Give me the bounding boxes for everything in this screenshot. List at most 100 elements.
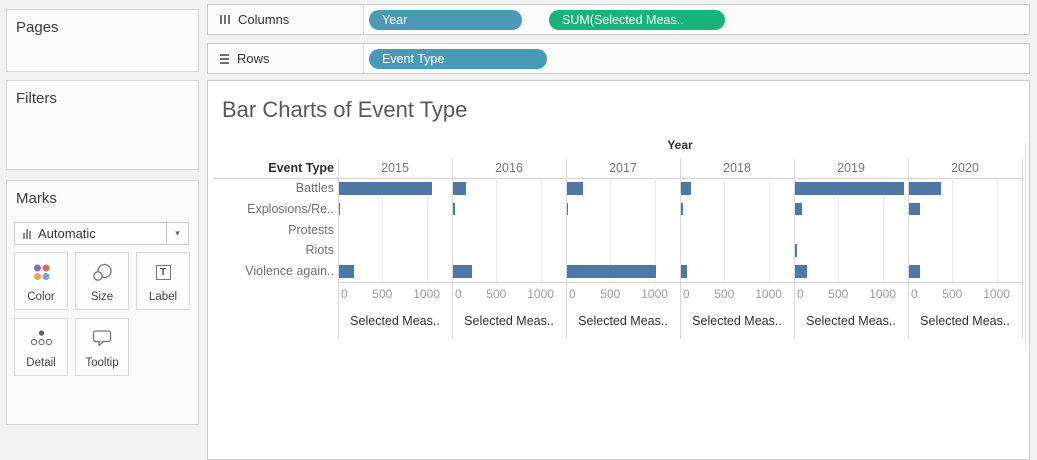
marks-card: Marks Automatic ▾ Color Size T Label [6,180,199,425]
tooltip-button[interactable]: Tooltip [75,318,129,376]
chart-title: Bar Charts of Event Type [222,97,468,122]
axis-title-selected-measure[interactable]: Selected Meas.. [806,314,896,328]
bar-2016-explosionsre[interactable] [453,202,455,216]
mark-type-value: Automatic [38,226,96,241]
pages-label: Pages [16,19,59,36]
bar-2018-explosionsre[interactable] [681,202,683,216]
rows-shelf-label: Rows [237,51,270,66]
column-header-2016[interactable]: 2016 [495,161,523,175]
gridline-1000 [882,178,884,282]
column-header-2019[interactable]: 2019 [837,161,865,175]
bar-2019-battles[interactable] [795,182,904,195]
row-header-violenceagain[interactable]: Violence again.. [245,264,334,279]
row-header-explosionsre[interactable]: Explosions/Re.. [247,201,334,216]
worksheet-view: Bar Charts of Event Type Year Event Type… [207,80,1030,460]
column-header-2018[interactable]: 2018 [723,161,751,175]
bar-2017-battles[interactable] [567,182,584,195]
gridline-1000 [426,178,428,282]
tick-label-500: 500 [600,287,621,301]
panel-separator [338,159,339,339]
text-label-icon: T [137,253,189,291]
dropdown-caret-icon[interactable]: ▾ [166,223,188,244]
tick-label-500: 500 [828,287,849,301]
tick-label-1000: 1000 [755,287,782,301]
panel-separator [908,159,909,339]
bar-chart-icon [23,228,31,239]
columns-shelf-label: Columns [238,12,290,27]
tick-label-0: 0 [569,287,576,301]
color-icon [15,253,67,291]
bar-2019-explosionsre[interactable] [795,202,803,216]
filters-shelf[interactable]: Filters [6,80,199,170]
column-header-2020[interactable]: 2020 [951,161,979,175]
detail-button[interactable]: Detail [14,318,68,376]
chart-area: Year Event Type Battles Explosions/Re.. Pr… [208,81,1029,459]
tooltip-icon [76,319,128,357]
columns-icon [220,15,230,24]
gridline-500 [496,178,498,282]
row-header-battles[interactable]: Battles [295,181,334,195]
gridline-1000 [540,178,542,282]
bar-2019-violenceagain[interactable] [795,265,807,278]
panel-separator [1022,159,1023,339]
axis-title-selected-measure[interactable]: Selected Meas.. [350,314,440,328]
columns-shelf-header: Columns [208,5,364,34]
bar-2020-explosionsre[interactable] [909,202,920,216]
tick-label-0: 0 [683,287,690,301]
tick-label-500: 500 [372,287,393,301]
detail-icon [15,319,67,357]
tick-label-500: 500 [486,287,507,301]
bar-2016-battles[interactable] [453,182,467,195]
gridline-1000 [768,178,770,282]
axis-title-selected-measure[interactable]: Selected Meas.. [464,314,554,328]
bar-2017-explosionsre[interactable] [567,202,569,216]
size-icon [76,253,128,291]
tick-label-1000: 1000 [641,287,668,301]
axis-title-selected-measure[interactable]: Selected Meas.. [920,314,1010,328]
bar-2020-battles[interactable] [909,182,942,195]
pages-shelf[interactable]: Pages [6,9,199,72]
marks-label: Marks [16,190,57,207]
gridline-1000 [996,178,998,282]
rows-shelf[interactable]: Rows Event Type [207,43,1030,74]
size-button[interactable]: Size [75,252,129,310]
columns-shelf[interactable]: Columns Year SUM(Selected Meas.. [207,4,1030,35]
axis-title-selected-measure[interactable]: Selected Meas.. [692,314,782,328]
pill-year[interactable]: Year [369,9,522,30]
pill-event-type[interactable]: Event Type [369,48,547,69]
gridline-500 [952,178,954,282]
tick-label-0: 0 [797,287,804,301]
bar-2016-violenceagain[interactable] [453,265,473,278]
mark-type-dropdown[interactable]: Automatic ▾ [14,222,189,245]
bar-2018-violenceagain[interactable] [681,265,687,278]
axis-title-selected-measure[interactable]: Selected Meas.. [578,314,668,328]
bar-2017-violenceagain[interactable] [567,265,657,278]
row-header-protests[interactable]: Protests [288,222,334,237]
color-button[interactable]: Color [14,252,68,310]
bar-2019-riots[interactable] [795,244,797,257]
bar-2015-battles[interactable] [339,182,433,195]
bar-2020-violenceagain[interactable] [909,265,921,278]
tick-label-0: 0 [911,287,918,301]
row-header-title: Event Type [268,161,334,175]
rows-shelf-header: Rows [208,44,364,73]
gridline-500 [610,178,612,282]
gridline-500 [382,178,384,282]
tick-label-0: 0 [455,287,462,301]
filters-label: Filters [16,90,57,107]
panel-separator [452,159,453,339]
tick-label-1000: 1000 [527,287,554,301]
column-axis-title: Year [667,138,693,152]
column-header-2017[interactable]: 2017 [609,161,637,175]
bar-2015-violenceagain[interactable] [339,265,355,278]
row-header-riots[interactable]: Riots [305,243,334,258]
tick-label-500: 500 [714,287,735,301]
column-header-2015[interactable]: 2015 [381,161,409,175]
tick-label-1000: 1000 [983,287,1010,301]
bar-2018-battles[interactable] [681,182,692,195]
panel-separator [566,159,567,339]
pill-sum-selected-measure[interactable]: SUM(Selected Meas.. [549,9,725,30]
gridline-500 [724,178,726,282]
bar-2015-explosionsre[interactable] [339,202,341,216]
label-button[interactable]: T Label [136,252,190,310]
